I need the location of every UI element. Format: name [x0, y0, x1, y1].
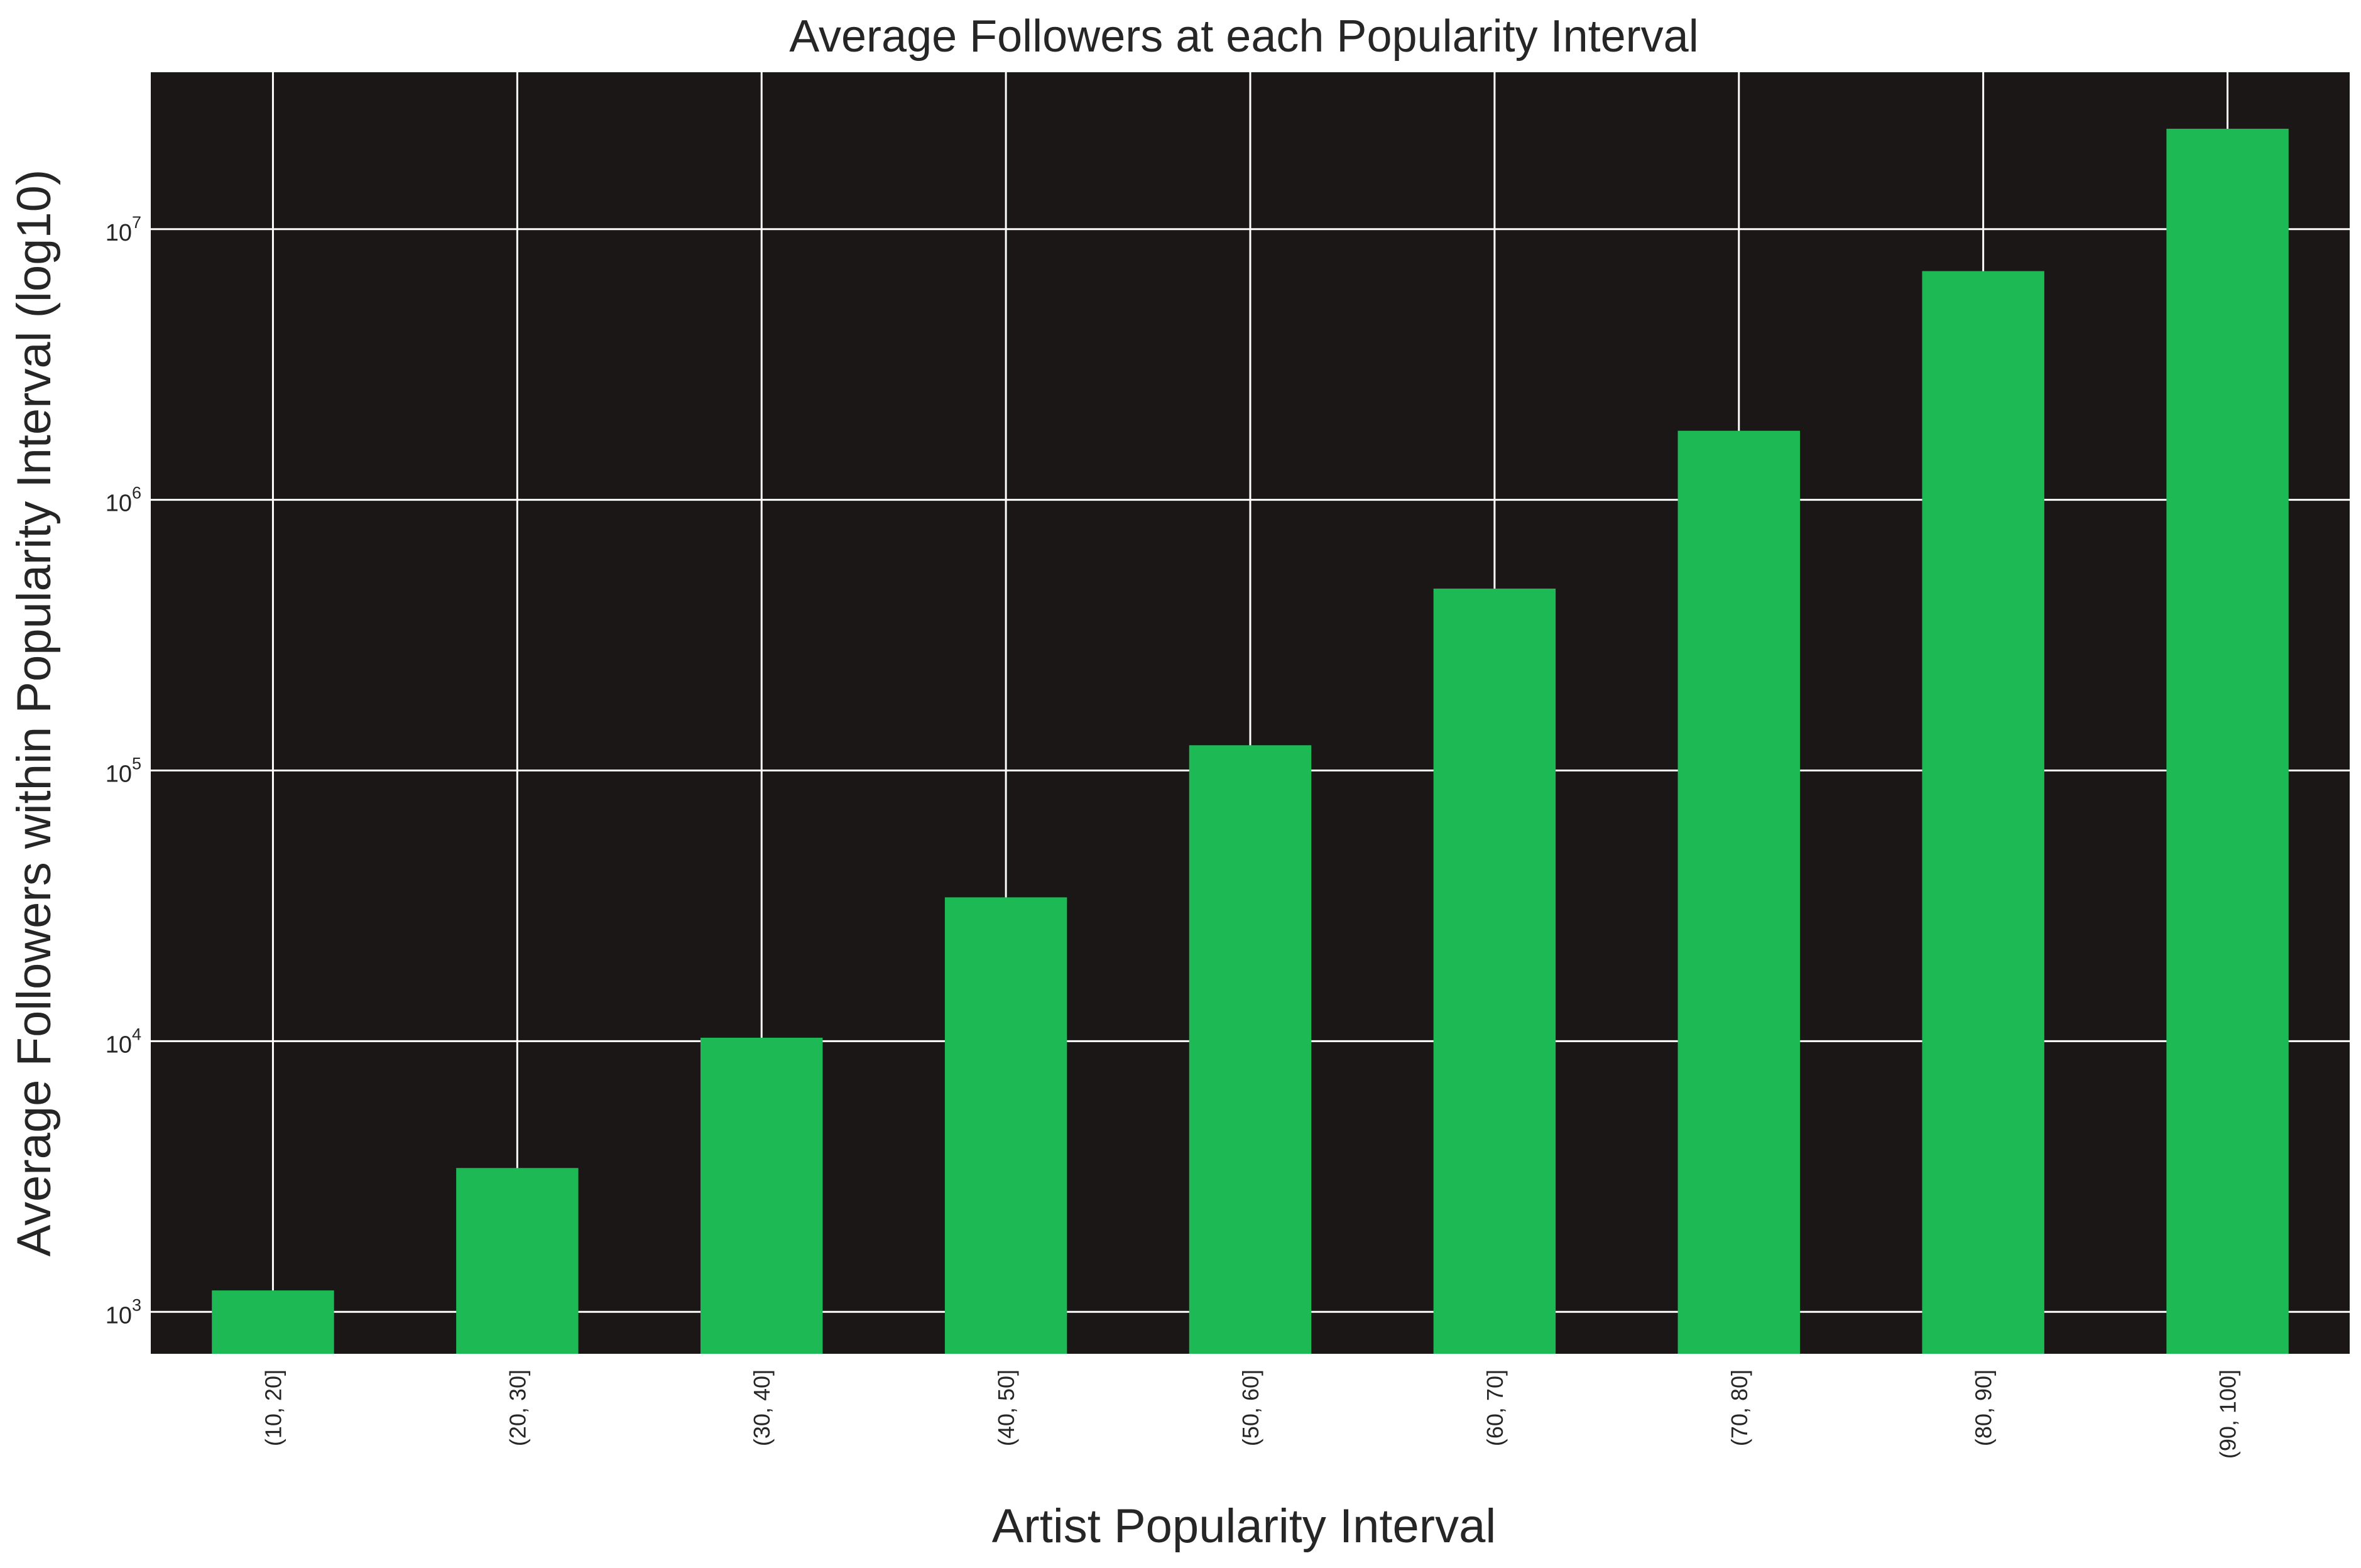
bar [701, 1037, 823, 1354]
y-tick-label: 105 [106, 754, 141, 788]
y-tick-label: 106 [106, 484, 141, 517]
y-tick-label: 103 [106, 1295, 141, 1329]
bars [212, 128, 2289, 1354]
y-tick-exponent: 5 [132, 754, 141, 773]
y-tick-base: 10 [106, 761, 132, 788]
bar [1189, 745, 1312, 1354]
bar [1433, 588, 1556, 1354]
x-axis-label: Artist Popularity Interval [992, 1500, 1497, 1553]
x-tick-label: (70, 80] [1726, 1369, 1752, 1446]
bar [944, 897, 1067, 1354]
chart-title: Average Followers at each Popularity Int… [789, 11, 1698, 62]
y-tick-exponent: 6 [132, 484, 141, 503]
x-tick-label: (80, 90] [1971, 1369, 1997, 1446]
x-tick-label: (30, 40] [749, 1369, 775, 1446]
x-tick-label: (60, 70] [1482, 1369, 1508, 1446]
x-tick-labels: (10, 20] (20, 30] (30, 40] (40, 50] (50, 60]… [260, 1369, 2240, 1459]
bar [456, 1168, 579, 1354]
x-tick-label: (90, 100] [2215, 1369, 2241, 1459]
bar [212, 1290, 334, 1354]
x-tick-label: (20, 30] [504, 1369, 530, 1446]
y-tick-exponent: 7 [132, 213, 141, 232]
bar [1677, 430, 1800, 1354]
y-tick-base: 10 [106, 1302, 132, 1329]
y-tick-label: 104 [106, 1025, 141, 1058]
y-tick-base: 10 [106, 491, 132, 517]
x-tick-label: (10, 20] [260, 1369, 286, 1446]
y-tick-label: 107 [106, 213, 141, 246]
y-tick-exponent: 3 [132, 1295, 141, 1314]
bar [2166, 128, 2289, 1354]
y-tick-base: 10 [106, 1032, 132, 1058]
y-tick-exponent: 4 [132, 1025, 141, 1043]
x-tick-label: (40, 50] [993, 1369, 1019, 1446]
x-tick-label: (50, 60] [1238, 1369, 1263, 1446]
bar [1922, 271, 2044, 1354]
y-tick-base: 10 [106, 220, 132, 246]
y-axis-label: Average Followers within Popularity Inte… [8, 170, 61, 1257]
